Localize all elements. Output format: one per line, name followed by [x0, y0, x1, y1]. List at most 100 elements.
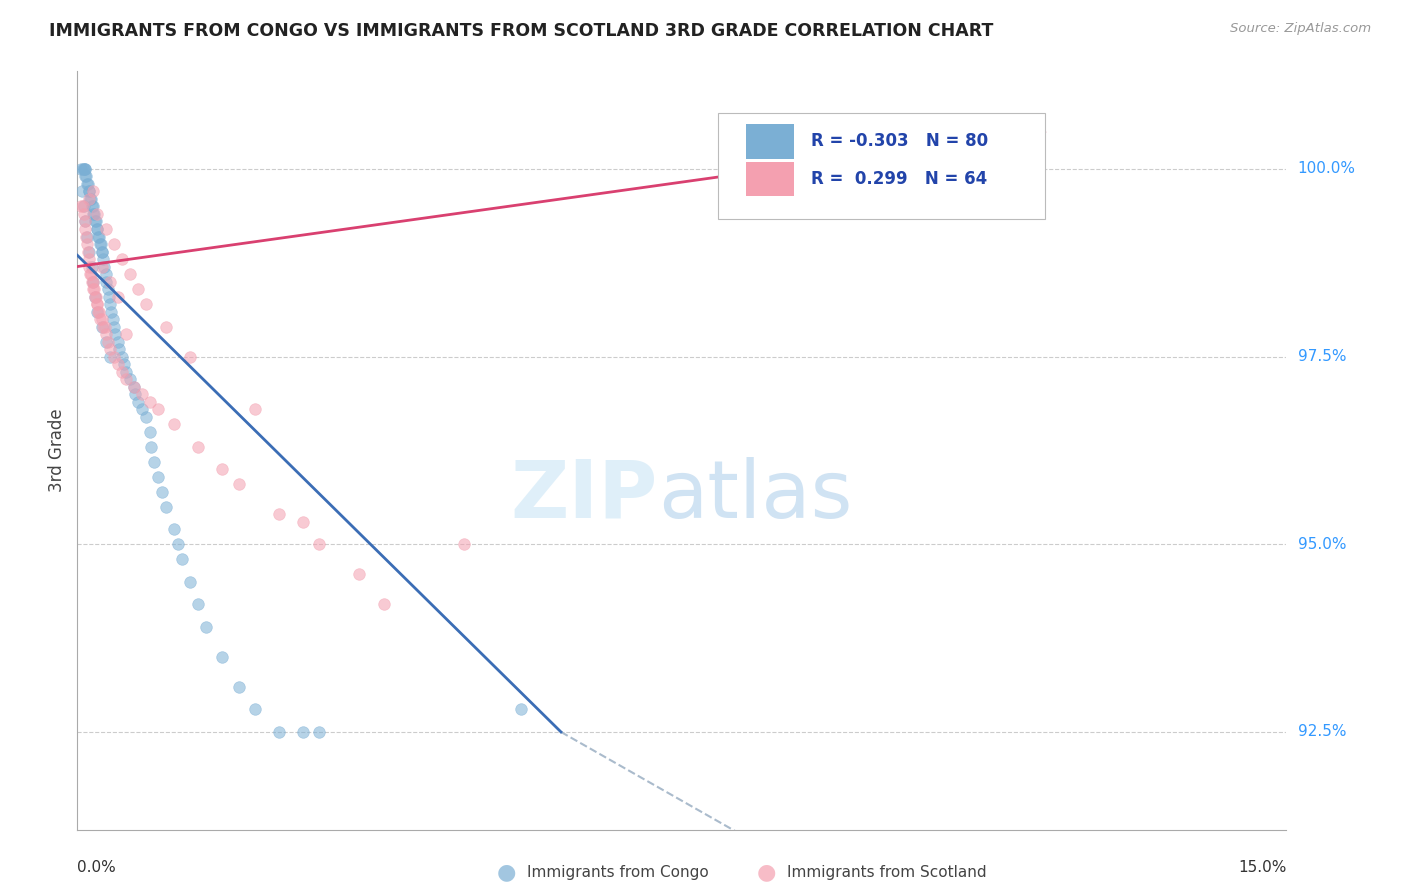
Point	[135, 297, 157, 311]
Point	[155, 319, 177, 334]
Point	[70, 161, 93, 176]
Point	[79, 192, 101, 206]
Point	[98, 350, 121, 364]
Text: Source: ZipAtlas.com: Source: ZipAtlas.com	[1230, 22, 1371, 36]
Point	[172, 552, 194, 566]
Point	[139, 425, 162, 439]
Point	[131, 387, 153, 401]
Point	[75, 229, 97, 244]
Point	[84, 214, 107, 228]
Point	[97, 289, 120, 303]
Point	[453, 537, 475, 551]
Point	[83, 282, 105, 296]
Point	[82, 282, 104, 296]
Point	[146, 469, 169, 483]
Point	[101, 312, 124, 326]
Text: ●: ●	[756, 863, 776, 882]
Text: 15.0%: 15.0%	[1239, 860, 1286, 875]
Point	[93, 319, 115, 334]
Point	[349, 567, 371, 582]
Point	[211, 462, 233, 476]
Point	[267, 508, 290, 522]
Point	[146, 402, 169, 417]
Point	[167, 537, 190, 551]
FancyBboxPatch shape	[718, 113, 1045, 219]
Point	[97, 282, 120, 296]
Point	[86, 297, 108, 311]
Point	[107, 357, 129, 371]
Point	[73, 161, 96, 176]
Text: Immigrants from Scotland: Immigrants from Scotland	[787, 865, 987, 880]
Point	[509, 702, 531, 716]
Point	[243, 702, 266, 716]
Point	[72, 161, 94, 176]
Point	[90, 312, 112, 326]
Point	[75, 214, 97, 228]
Point	[98, 342, 121, 356]
Point	[114, 327, 136, 342]
Point	[155, 500, 177, 514]
Point	[76, 177, 98, 191]
Point	[80, 192, 103, 206]
Point	[87, 304, 110, 318]
Point	[993, 147, 1015, 161]
Point	[94, 267, 117, 281]
Point	[82, 199, 104, 213]
Point	[80, 260, 103, 274]
Point	[122, 379, 145, 393]
Point	[84, 289, 107, 303]
Point	[103, 319, 125, 334]
Point	[98, 275, 121, 289]
Point	[80, 267, 103, 281]
FancyBboxPatch shape	[747, 162, 794, 196]
Text: 0.0%: 0.0%	[77, 860, 117, 875]
Point	[91, 319, 114, 334]
Point	[308, 537, 330, 551]
Point	[103, 237, 125, 252]
Point	[84, 289, 107, 303]
Point	[90, 237, 112, 252]
Point	[86, 222, 108, 236]
Point	[75, 161, 97, 176]
Point	[73, 207, 96, 221]
Point	[91, 244, 114, 259]
Point	[228, 680, 250, 694]
Point	[82, 207, 104, 221]
Y-axis label: 3rd Grade: 3rd Grade	[48, 409, 66, 492]
Point	[72, 199, 94, 213]
Point	[70, 199, 93, 213]
Point	[80, 199, 103, 213]
Point	[267, 725, 290, 739]
Point	[94, 334, 117, 349]
Point	[79, 244, 101, 259]
Point	[104, 327, 127, 342]
Point	[118, 267, 141, 281]
FancyBboxPatch shape	[747, 125, 794, 159]
Point	[94, 222, 117, 236]
Text: IMMIGRANTS FROM CONGO VS IMMIGRANTS FROM SCOTLAND 3RD GRADE CORRELATION CHART: IMMIGRANTS FROM CONGO VS IMMIGRANTS FROM…	[49, 22, 994, 40]
Point	[114, 365, 136, 379]
Point	[79, 185, 101, 199]
Point	[79, 260, 101, 274]
Point	[80, 275, 103, 289]
Point	[90, 260, 112, 274]
Point	[75, 169, 97, 184]
Point	[76, 244, 98, 259]
Point	[107, 334, 129, 349]
Point	[84, 289, 107, 303]
Point	[73, 161, 96, 176]
Point	[90, 244, 112, 259]
Point	[82, 185, 104, 199]
Point	[150, 484, 173, 499]
Text: 95.0%: 95.0%	[1298, 537, 1346, 552]
Point	[187, 440, 209, 454]
Point	[142, 455, 165, 469]
Point	[114, 372, 136, 386]
Point	[73, 199, 96, 213]
Point	[86, 207, 108, 221]
Point	[122, 379, 145, 393]
Text: ZIP: ZIP	[510, 457, 658, 535]
Point	[135, 409, 157, 424]
Point	[308, 725, 330, 739]
Point	[243, 402, 266, 417]
